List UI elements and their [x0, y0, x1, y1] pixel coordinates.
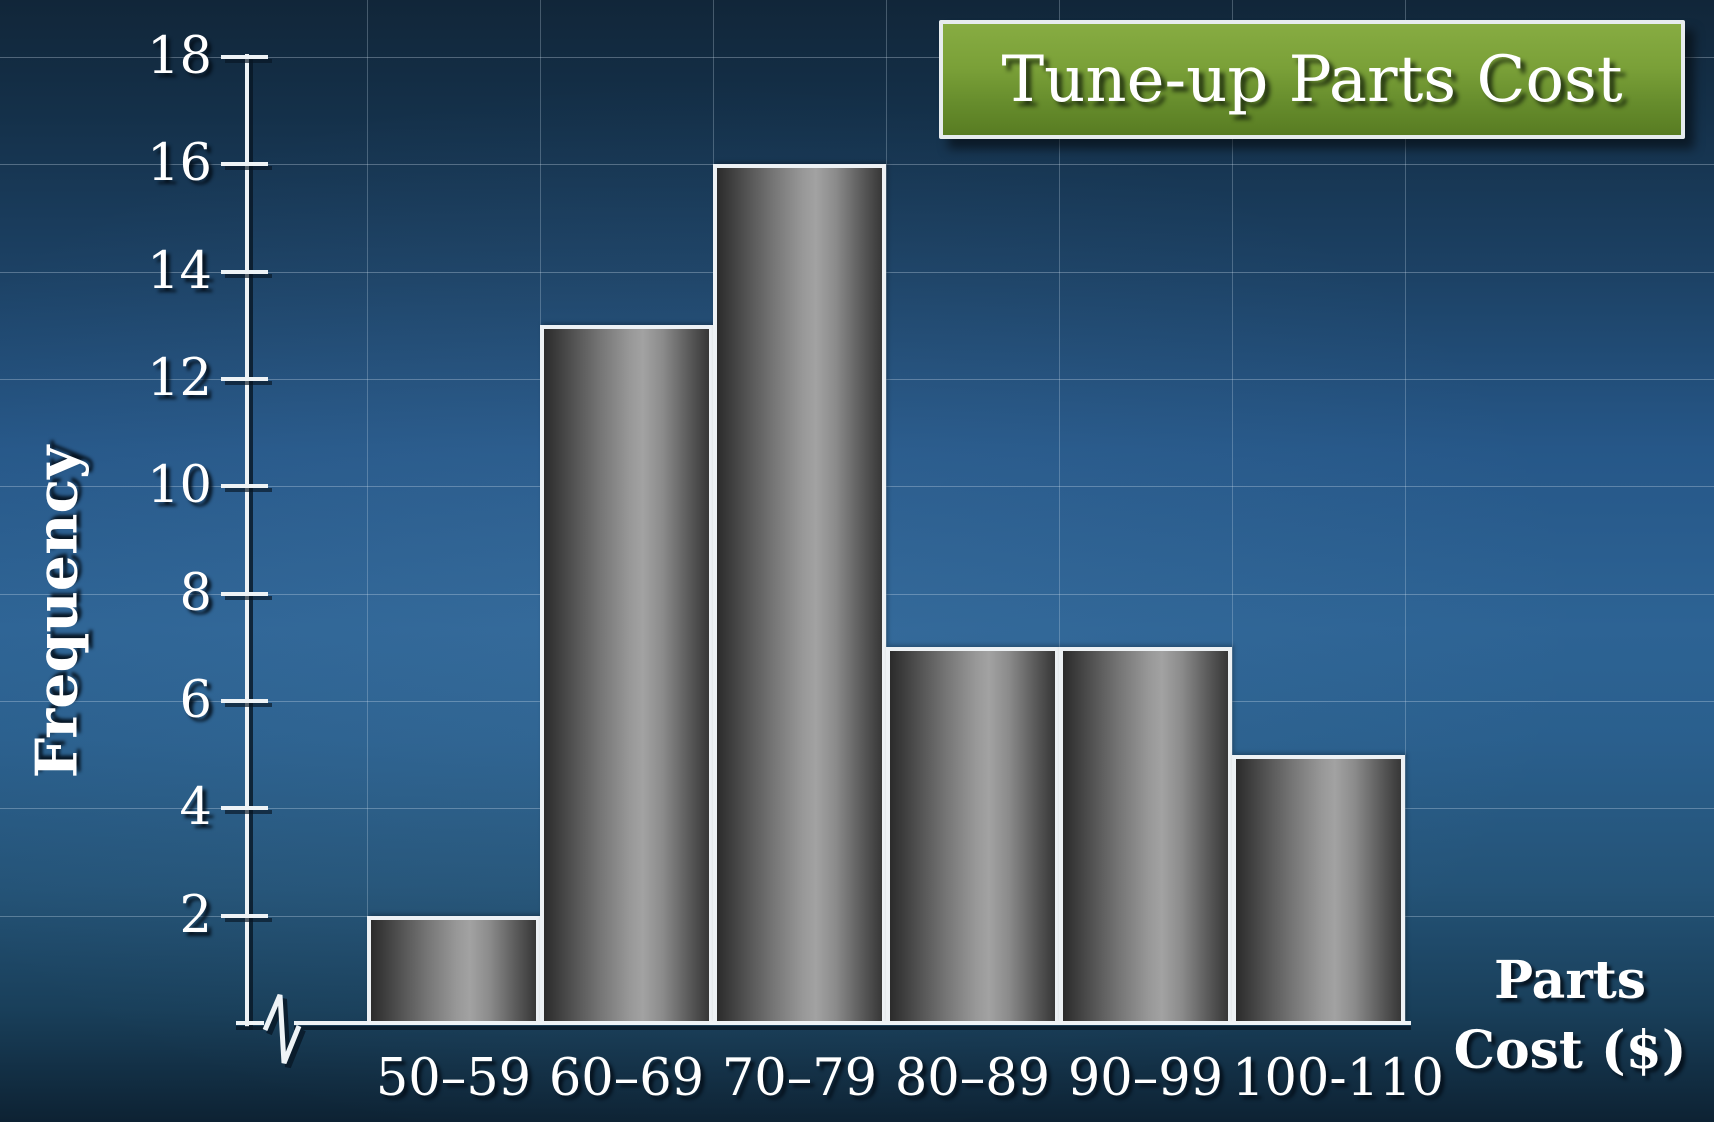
y-tick-label-8: 8	[179, 564, 212, 623]
histogram-bar-6	[1232, 755, 1405, 1023]
histogram-bar-4	[886, 647, 1059, 1023]
x-gridline-3	[886, 0, 887, 1023]
y-axis-line	[245, 54, 249, 1027]
x-category-label-5: 90–99	[1067, 1049, 1224, 1108]
y-tick-label-6: 6	[179, 671, 212, 730]
y-tick-8	[221, 592, 268, 596]
x-gridline-0	[367, 0, 368, 1023]
y-tick-label-14: 14	[147, 242, 212, 301]
y-tick-label-2: 2	[179, 886, 212, 945]
x-gridline-4	[1059, 0, 1060, 1023]
y-tick-label-18: 18	[147, 27, 212, 86]
histogram-bar-5	[1059, 647, 1232, 1023]
chart-title-box: Tune-up Parts Cost	[939, 20, 1685, 139]
x-axis-title-line1: Parts	[1493, 950, 1647, 1011]
x-axis-origin-stub	[236, 1021, 264, 1025]
y-tick-10	[221, 484, 268, 488]
x-gridline-5	[1232, 0, 1233, 1023]
y-tick-16	[221, 162, 268, 166]
x-axis-title: Parts Cost ($)	[1438, 946, 1702, 1086]
x-category-label-4: 80–89	[894, 1049, 1051, 1108]
y-gridline-18	[0, 57, 1714, 58]
y-tick-6	[221, 699, 268, 703]
y-tick-label-10: 10	[147, 456, 212, 515]
histogram-bar-1	[367, 916, 540, 1023]
histogram-bar-2	[540, 325, 713, 1023]
x-category-label-6: 100-110	[1232, 1049, 1444, 1108]
x-category-label-1: 50–59	[375, 1049, 532, 1108]
y-tick-label-12: 12	[147, 349, 212, 408]
x-axis-title-line2: Cost ($)	[1453, 1020, 1687, 1082]
y-tick-4	[221, 806, 268, 810]
y-tick-2	[221, 914, 268, 918]
y-tick-14	[221, 270, 268, 274]
y-tick-12	[221, 377, 268, 381]
chart-title: Tune-up Parts Cost	[1001, 42, 1623, 117]
histogram-bar-3	[713, 164, 886, 1023]
x-category-label-3: 70–79	[721, 1049, 878, 1108]
x-gridline-6	[1405, 0, 1406, 1023]
y-tick-label-16: 16	[147, 134, 212, 193]
y-tick-label-4: 4	[179, 778, 212, 837]
y-tick-18	[221, 55, 268, 59]
x-category-label-2: 60–69	[548, 1049, 705, 1108]
x-axis-line	[294, 1021, 1411, 1025]
